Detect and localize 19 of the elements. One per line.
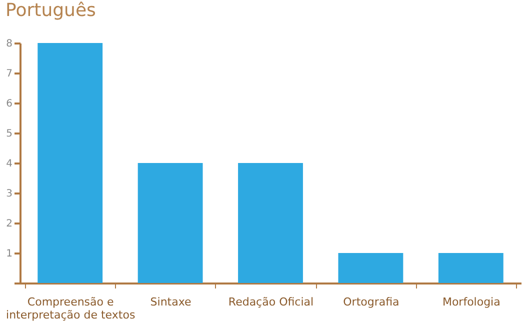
x-tick-label: Compreensão e interpretação de textos [6,296,136,322]
y-tick-label: 7 [6,68,12,80]
x-tick-label: Ortografia [343,296,400,308]
bar [38,43,103,283]
bar [238,163,303,283]
y-tick-label: 5 [6,128,12,140]
y-tick-label: 3 [6,188,12,200]
bar [438,253,504,283]
chart-title: Português [6,0,96,21]
x-tick-label: Redação Oficial [228,296,314,308]
x-tick-label: Sintaxe [150,296,192,308]
y-tick-label: 8 [6,38,12,50]
y-tick-label: 2 [6,218,12,230]
bar [338,253,404,283]
y-tick-label: 4 [6,158,12,170]
y-tick-label: 1 [6,248,12,260]
x-tick-label: Morfologia [442,296,500,308]
bar [138,163,203,283]
y-tick-label: 6 [6,98,12,110]
